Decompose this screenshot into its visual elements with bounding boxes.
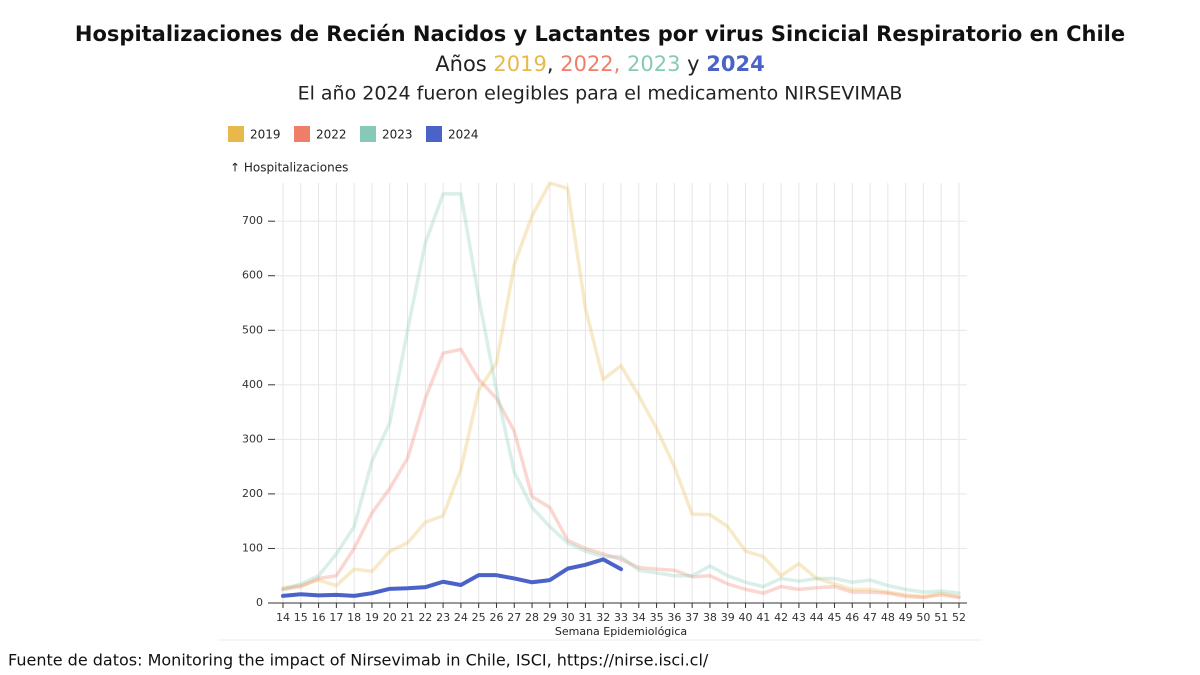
x-tick-label: 24 bbox=[454, 611, 468, 624]
x-tick-label: 47 bbox=[863, 611, 877, 624]
subtitle-part: , bbox=[547, 52, 560, 76]
y-tick-label: 200 bbox=[242, 487, 263, 500]
y-tick-label: 100 bbox=[242, 541, 263, 554]
x-tick-label: 27 bbox=[507, 611, 521, 624]
y-tick-label: 600 bbox=[242, 269, 263, 282]
y-axis-label: ↑ Hospitalizaciones bbox=[230, 161, 348, 175]
legend-label: 2022 bbox=[316, 128, 347, 142]
chart-subtitle-2: El año 2024 fueron elegibles para el med… bbox=[298, 83, 903, 105]
x-tick-label: 43 bbox=[792, 611, 806, 624]
x-tick-label: 31 bbox=[578, 611, 592, 624]
x-tick-label: 41 bbox=[756, 611, 770, 624]
x-tick-label: 44 bbox=[810, 611, 824, 624]
x-tick-label: 18 bbox=[347, 611, 361, 624]
x-tick-label: 29 bbox=[543, 611, 557, 624]
x-tick-label: 33 bbox=[614, 611, 628, 624]
x-tick-label: 28 bbox=[525, 611, 539, 624]
y-tick-label: 0 bbox=[256, 596, 263, 609]
series-line bbox=[281, 347, 961, 600]
x-tick-label: 50 bbox=[916, 611, 930, 624]
subtitle-part: 2019 bbox=[493, 52, 546, 76]
legend-swatch bbox=[360, 126, 376, 142]
x-tick-label: 51 bbox=[934, 611, 948, 624]
subtitle-part: y bbox=[680, 52, 706, 76]
x-tick-label: 14 bbox=[276, 611, 290, 624]
legend-label: 2023 bbox=[382, 128, 413, 142]
series-line bbox=[281, 181, 961, 599]
x-tick-label: 37 bbox=[685, 611, 699, 624]
x-tick-label: 36 bbox=[667, 611, 681, 624]
y-tick-label: 500 bbox=[242, 323, 263, 336]
legend-swatch bbox=[228, 126, 244, 142]
y-tick-label: 700 bbox=[242, 214, 263, 227]
x-tick-label: 32 bbox=[596, 611, 610, 624]
subtitle-part: 2024 bbox=[706, 52, 764, 76]
x-tick-label: 49 bbox=[899, 611, 913, 624]
x-tick-label: 15 bbox=[294, 611, 308, 624]
y-tick-label: 300 bbox=[242, 432, 263, 445]
x-tick-label: 42 bbox=[774, 611, 788, 624]
subtitle-part: 2023 bbox=[627, 52, 680, 76]
y-tick-label: 400 bbox=[242, 378, 263, 391]
x-tick-label: 20 bbox=[383, 611, 397, 624]
x-tick-label: 35 bbox=[650, 611, 664, 624]
chart-subtitle: Años 2019, 2022, 2023 y 2024 bbox=[435, 52, 764, 76]
x-tick-label: 16 bbox=[312, 611, 326, 624]
legend-label: 2019 bbox=[250, 128, 281, 142]
x-tick-label: 38 bbox=[703, 611, 717, 624]
subtitle-part bbox=[620, 52, 627, 76]
x-tick-label: 30 bbox=[561, 611, 575, 624]
x-axis-label: Semana Epidemiológica bbox=[555, 625, 687, 638]
legend-swatch bbox=[294, 126, 310, 142]
x-tick-label: 25 bbox=[472, 611, 486, 624]
x-tick-label: 21 bbox=[401, 611, 415, 624]
x-tick-label: 23 bbox=[436, 611, 450, 624]
legend-swatch bbox=[426, 126, 442, 142]
x-tick-label: 19 bbox=[365, 611, 379, 624]
x-tick-label: 34 bbox=[632, 611, 646, 624]
chart-title: Hospitalizaciones de Recién Nacidos y La… bbox=[75, 22, 1125, 46]
subtitle-part: Años bbox=[435, 52, 493, 76]
x-tick-label: 46 bbox=[845, 611, 859, 624]
x-tick-label: 22 bbox=[418, 611, 432, 624]
x-tick-label: 17 bbox=[329, 611, 343, 624]
x-tick-label: 45 bbox=[827, 611, 841, 624]
series-line bbox=[281, 192, 961, 595]
legend-label: 2024 bbox=[448, 128, 479, 142]
x-tick-label: 48 bbox=[881, 611, 895, 624]
x-tick-label: 40 bbox=[739, 611, 753, 624]
series-line bbox=[281, 557, 623, 598]
x-tick-label: 26 bbox=[489, 611, 503, 624]
subtitle-part: 2022, bbox=[560, 52, 620, 76]
x-tick-label: 52 bbox=[952, 611, 966, 624]
source-note: Fuente de datos: Monitoring the impact o… bbox=[8, 651, 709, 670]
x-tick-label: 39 bbox=[721, 611, 735, 624]
